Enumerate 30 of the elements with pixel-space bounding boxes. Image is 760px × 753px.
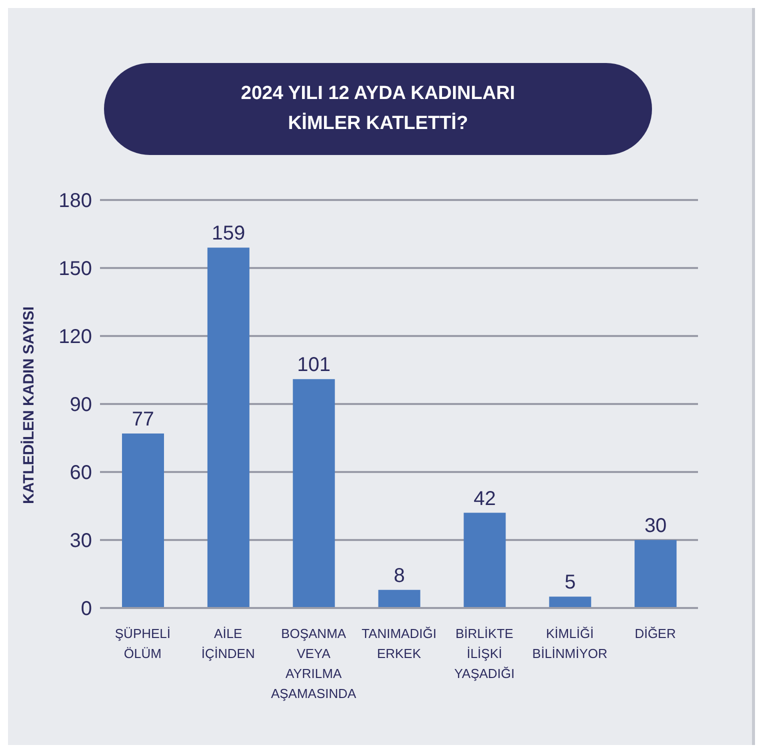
y-tick-label: 90 — [70, 394, 92, 416]
bar — [378, 590, 420, 608]
bar — [207, 248, 250, 608]
x-tick-label: ŞÜPHELİ ÖLÜM — [114, 626, 171, 661]
x-tick-label: KİMLİĞİ BİLİNMİYOR — [532, 626, 608, 661]
y-tick-label: 180 — [58, 190, 92, 212]
y-tick-label: 120 — [58, 326, 92, 348]
y-tick-label: 30 — [70, 530, 92, 552]
data-label: 77 — [132, 408, 154, 430]
data-label: 5 — [564, 572, 576, 594]
y-tick-label: 0 — [80, 598, 92, 620]
data-label: 30 — [644, 515, 667, 537]
x-tick-label: BİRLİKTE İLİŞKİ YAŞADIĞI — [454, 626, 515, 681]
y-tick-label: 150 — [58, 258, 92, 280]
chart-title: 2024 YILI 12 AYDA KADINLARI KİMLER KATLETTİ? — [104, 63, 652, 155]
x-tick-label: BOŞANMA VEYA AYRILMA AŞAMASINDA — [270, 626, 357, 701]
y-tick-label: 60 — [70, 462, 92, 484]
bar — [549, 596, 592, 608]
data-label: 42 — [474, 488, 496, 510]
bar — [464, 512, 506, 608]
x-tick-label: TANIMADIĞI ERKEK — [362, 626, 436, 661]
bar — [634, 540, 677, 608]
data-label: 8 — [394, 564, 405, 587]
bar — [122, 433, 164, 608]
data-label: 101 — [297, 354, 331, 376]
x-tick-label: DİĞER — [634, 626, 676, 641]
y-axis-title: KATLEDİLEN KADIN SAYISI — [20, 306, 38, 504]
data-label: 159 — [212, 222, 246, 245]
bar — [292, 379, 335, 608]
x-tick-label: AİLE İÇİNDEN — [201, 626, 255, 661]
